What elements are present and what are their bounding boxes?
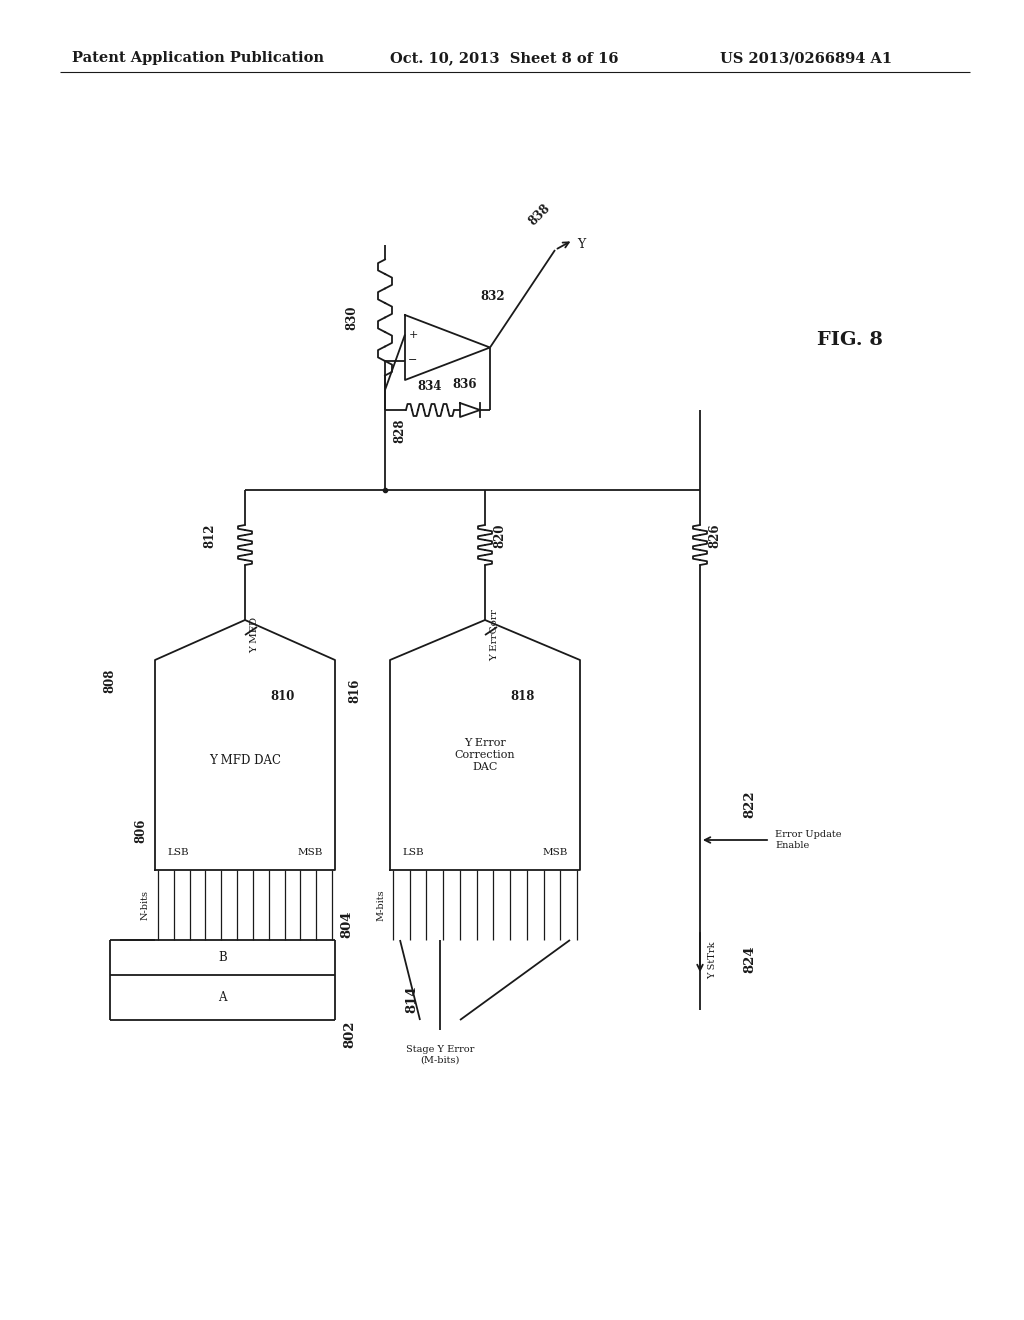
Text: Y ErrCorr: Y ErrCorr [490, 609, 499, 661]
Text: Oct. 10, 2013  Sheet 8 of 16: Oct. 10, 2013 Sheet 8 of 16 [390, 51, 618, 65]
Text: 834: 834 [418, 380, 442, 393]
Text: Y StTrk: Y StTrk [708, 941, 717, 978]
Text: LSB: LSB [402, 847, 424, 857]
Text: 828: 828 [393, 418, 406, 444]
Text: 832: 832 [480, 290, 505, 304]
Text: 802: 802 [343, 1020, 356, 1048]
Text: 826: 826 [708, 524, 721, 548]
Text: 838: 838 [526, 202, 553, 228]
Text: N-bits: N-bits [141, 890, 150, 920]
Text: +: + [409, 330, 418, 339]
Text: Y: Y [577, 239, 586, 252]
Text: Error Update
Enable: Error Update Enable [775, 830, 842, 850]
Text: US 2013/0266894 A1: US 2013/0266894 A1 [720, 51, 892, 65]
Text: MSB: MSB [298, 847, 323, 857]
Text: LSB: LSB [167, 847, 188, 857]
Text: Y Error
Correction
DAC: Y Error Correction DAC [455, 738, 515, 772]
Text: 818: 818 [510, 690, 535, 704]
Text: 814: 814 [406, 985, 418, 1012]
Text: 820: 820 [493, 524, 506, 548]
Text: Y MFD DAC: Y MFD DAC [209, 754, 281, 767]
Text: 808: 808 [103, 669, 117, 693]
Text: Patent Application Publication: Patent Application Publication [72, 51, 324, 65]
Text: 804: 804 [340, 911, 353, 939]
Text: 810: 810 [270, 690, 294, 704]
Text: 830: 830 [345, 305, 358, 330]
Text: 806: 806 [134, 818, 147, 843]
Text: B: B [218, 950, 227, 964]
Text: 822: 822 [743, 791, 757, 818]
Text: A: A [218, 991, 226, 1005]
Text: Stage Y Error
(M-bits): Stage Y Error (M-bits) [406, 1045, 474, 1065]
Text: 816: 816 [348, 678, 361, 704]
Text: Y MFD: Y MFD [250, 616, 259, 653]
Text: FIG. 8: FIG. 8 [817, 331, 883, 348]
Text: M-bits: M-bits [376, 890, 385, 921]
Text: 812: 812 [203, 524, 216, 548]
Text: 824: 824 [743, 945, 757, 973]
Text: MSB: MSB [543, 847, 568, 857]
Text: −: − [409, 355, 418, 366]
Text: 836: 836 [453, 378, 477, 391]
